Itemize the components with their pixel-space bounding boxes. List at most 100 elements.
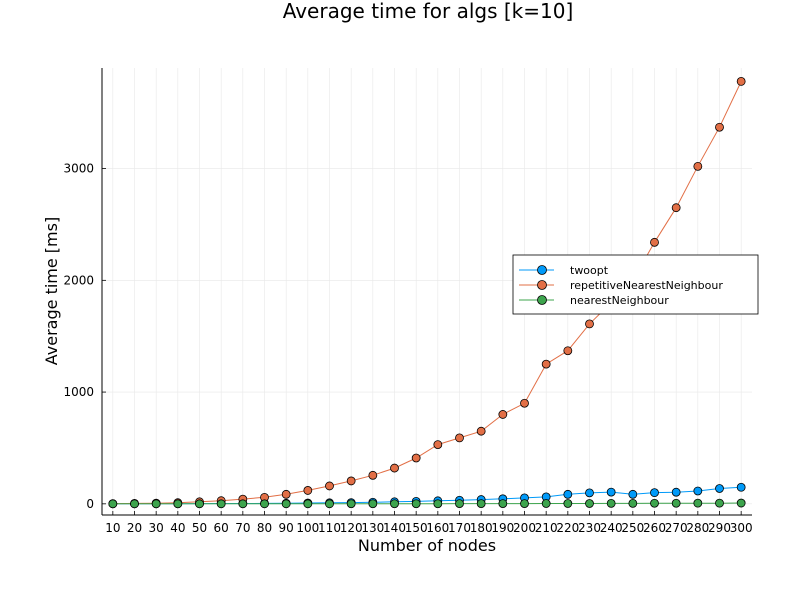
legend-marker-twoopt: [537, 265, 547, 275]
y-tick-label: 3000: [63, 162, 94, 176]
data-point-nearestNeighbour: [498, 499, 508, 509]
data-point-repetitiveNearestNeighbour: [433, 440, 443, 449]
data-point-repetitiveNearestNeighbour: [563, 346, 573, 356]
data-point-repetitiveNearestNeighbour: [650, 237, 659, 247]
data-point-repetitiveNearestNeighbour: [715, 122, 724, 132]
x-tick-label: 200: [513, 521, 536, 535]
legend-label-nearestNeighbour: nearestNeighbour: [570, 294, 669, 307]
data-point-repetitiveNearestNeighbour: [411, 453, 421, 463]
data-point-repetitiveNearestNeighbour: [281, 489, 291, 499]
data-point-repetitiveNearestNeighbour: [476, 426, 486, 436]
data-point-nearestNeighbour: [736, 498, 746, 508]
data-point-twoopt: [563, 489, 573, 499]
x-tick-label: 240: [600, 521, 623, 535]
data-point-repetitiveNearestNeighbour: [693, 161, 703, 171]
data-point-twoopt: [606, 487, 616, 497]
data-point-nearestNeighbour: [563, 499, 573, 508]
x-tick-label: 130: [361, 521, 384, 535]
x-tick-label: 280: [686, 521, 709, 535]
data-point-twoopt: [736, 482, 746, 492]
y-tick-label: 1000: [63, 385, 94, 399]
data-point-repetitiveNearestNeighbour: [520, 398, 529, 408]
data-point-nearestNeighbour: [715, 498, 724, 508]
data-point-repetitiveNearestNeighbour: [346, 476, 356, 486]
data-point-repetitiveNearestNeighbour: [498, 410, 508, 419]
y-tick-label: 2000: [63, 273, 94, 287]
x-tick-label: 80: [257, 521, 272, 535]
data-point-twoopt: [671, 487, 681, 497]
x-tick-label: 250: [621, 521, 644, 535]
data-point-nearestNeighbour: [585, 499, 594, 508]
x-tick-label: 230: [578, 521, 601, 535]
x-tick-label: 260: [643, 521, 666, 535]
data-point-nearestNeighbour: [606, 498, 616, 508]
legend-marker-nearestNeighbour: [537, 295, 547, 305]
legend-label-twoopt: twoopt: [570, 264, 609, 277]
y-axis-label: Average time [ms]: [42, 217, 61, 365]
x-ticks: 10 20 30 40 50 60 70 80 90 1001101201301401501601…: [105, 511, 753, 535]
data-point-nearestNeighbour: [108, 499, 118, 509]
data-point-nearestNeighbour: [325, 499, 334, 509]
x-tick-label: 10: [105, 521, 120, 535]
data-point-nearestNeighbour: [628, 498, 638, 508]
x-tick-label: 270: [665, 521, 688, 535]
x-tick-label: 70: [235, 521, 250, 535]
data-point-nearestNeighbour: [455, 499, 464, 509]
data-point-repetitiveNearestNeighbour: [671, 203, 681, 213]
data-point-repetitiveNearestNeighbour: [541, 359, 551, 369]
data-point-repetitiveNearestNeighbour: [455, 433, 464, 443]
y-ticks: 0 1000 2000 3000: [63, 162, 106, 511]
data-point-nearestNeighbour: [541, 499, 551, 508]
data-point-twoopt: [650, 488, 659, 498]
x-tick-label: 100: [296, 521, 319, 535]
x-tick-label: 20: [127, 521, 142, 535]
data-point-nearestNeighbour: [238, 499, 248, 509]
data-point-nearestNeighbour: [650, 498, 659, 508]
x-tick-label: 30: [149, 521, 164, 535]
data-point-nearestNeighbour: [368, 499, 378, 509]
x-tick-label: 290: [708, 521, 731, 535]
x-tick-label: 110: [318, 521, 341, 535]
data-point-nearestNeighbour: [260, 499, 269, 509]
data-point-repetitiveNearestNeighbour: [736, 77, 746, 86]
data-point-repetitiveNearestNeighbour: [585, 319, 594, 329]
data-point-twoopt: [715, 484, 724, 493]
chart-title: Average time for algs [k=10]: [283, 0, 574, 23]
data-point-repetitiveNearestNeighbour: [303, 486, 313, 495]
x-tick-label: 160: [426, 521, 449, 535]
data-point-repetitiveNearestNeighbour: [368, 470, 378, 480]
data-point-nearestNeighbour: [476, 499, 486, 509]
data-point-nearestNeighbour: [216, 499, 226, 509]
x-tick-label: 170: [448, 521, 471, 535]
x-tick-label: 180: [470, 521, 493, 535]
data-point-nearestNeighbour: [130, 499, 139, 509]
x-tick-label: 140: [383, 521, 406, 535]
data-point-nearestNeighbour: [411, 499, 421, 509]
x-tick-label: 210: [535, 521, 558, 535]
data-point-nearestNeighbour: [433, 499, 443, 509]
data-point-nearestNeighbour: [281, 499, 291, 509]
x-tick-label: 120: [340, 521, 363, 535]
legend-marker-repetitiveNearestNeighbour: [537, 280, 547, 290]
data-point-nearestNeighbour: [303, 499, 313, 509]
data-point-nearestNeighbour: [346, 499, 356, 509]
data-point-nearestNeighbour: [195, 499, 204, 509]
data-point-nearestNeighbour: [671, 498, 681, 508]
x-tick-label: 60: [214, 521, 229, 535]
data-point-nearestNeighbour: [520, 499, 529, 509]
x-tick-label: 90: [279, 521, 294, 535]
data-point-repetitiveNearestNeighbour: [325, 481, 334, 491]
x-tick-label: 50: [192, 521, 207, 535]
x-axis-label: Number of nodes: [358, 536, 496, 555]
x-tick-label: 40: [170, 521, 185, 535]
data-point-twoopt: [693, 486, 703, 496]
legend: twoopt repetitiveNearestNeighbour nearestN…: [512, 254, 759, 315]
data-point-nearestNeighbour: [151, 499, 161, 509]
x-tick-label: 190: [491, 521, 514, 535]
data-point-twoopt: [585, 488, 594, 498]
y-tick-label: 0: [86, 497, 94, 511]
data-point-twoopt: [628, 489, 638, 499]
axes: [101, 68, 752, 516]
x-tick-label: 150: [405, 521, 428, 535]
